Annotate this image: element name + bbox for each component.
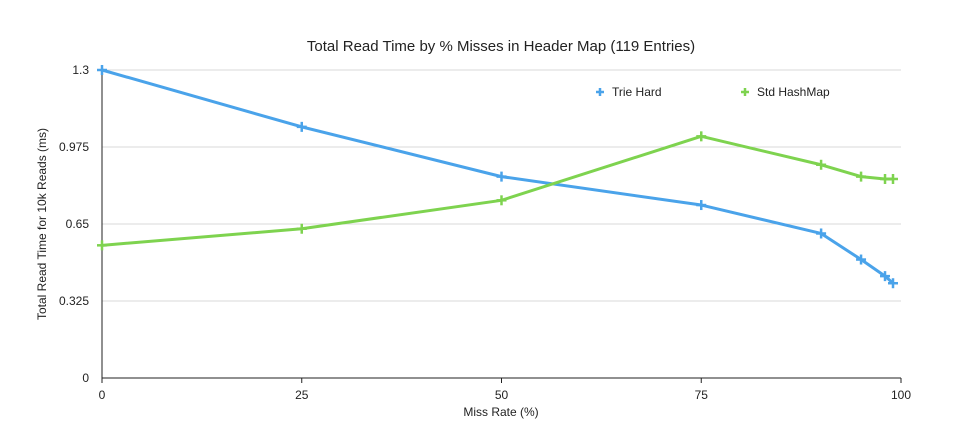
legend-item: Std HashMap: [741, 85, 830, 99]
plot-area: [97, 65, 899, 289]
x-tick-label: 75: [695, 388, 709, 402]
data-point: [97, 65, 107, 75]
data-point: [816, 228, 827, 239]
y-tick-label: 0.65: [66, 217, 90, 231]
data-point: [856, 254, 867, 265]
grid-lines: [102, 69, 901, 302]
data-point: [496, 195, 507, 206]
data-point: [816, 159, 827, 170]
y-axis-label: Total Read Time for 10k Reads (ms): [35, 128, 49, 320]
legend-item: Trie Hard: [596, 85, 662, 99]
y-tick-label: 0.975: [59, 140, 89, 154]
x-axis-label: Miss Rate (%): [463, 405, 538, 419]
data-point: [880, 271, 891, 282]
data-point: [696, 131, 707, 142]
x-tick-label: 50: [495, 388, 509, 402]
x-tick-label: 0: [99, 388, 106, 402]
data-point: [696, 200, 707, 211]
data-point: [97, 240, 107, 251]
x-tick-label: 100: [891, 388, 911, 402]
series-line-0: [101, 68, 895, 285]
chart-title: Total Read Time by % Misses in Header Ma…: [307, 38, 695, 55]
data-point: [296, 223, 307, 234]
series-line-1: [101, 134, 894, 247]
y-tick-label: 0: [82, 371, 89, 385]
legend-label: Std HashMap: [757, 85, 830, 99]
data-point: [856, 171, 867, 182]
y-tick-label: 0.325: [59, 294, 89, 308]
legend-label: Trie Hard: [612, 85, 662, 99]
data-point: [888, 278, 899, 289]
data-point: [888, 173, 899, 184]
data-point: [496, 171, 507, 182]
legend: Trie Hard Std HashMap: [596, 85, 830, 99]
x-tick-label: 25: [295, 388, 309, 402]
axis-ticks: 0 0.325 0.65 0.975 1.3 0 25 50 75 100: [59, 63, 911, 402]
data-point: [296, 121, 307, 132]
y-tick-label: 1.3: [72, 63, 89, 77]
